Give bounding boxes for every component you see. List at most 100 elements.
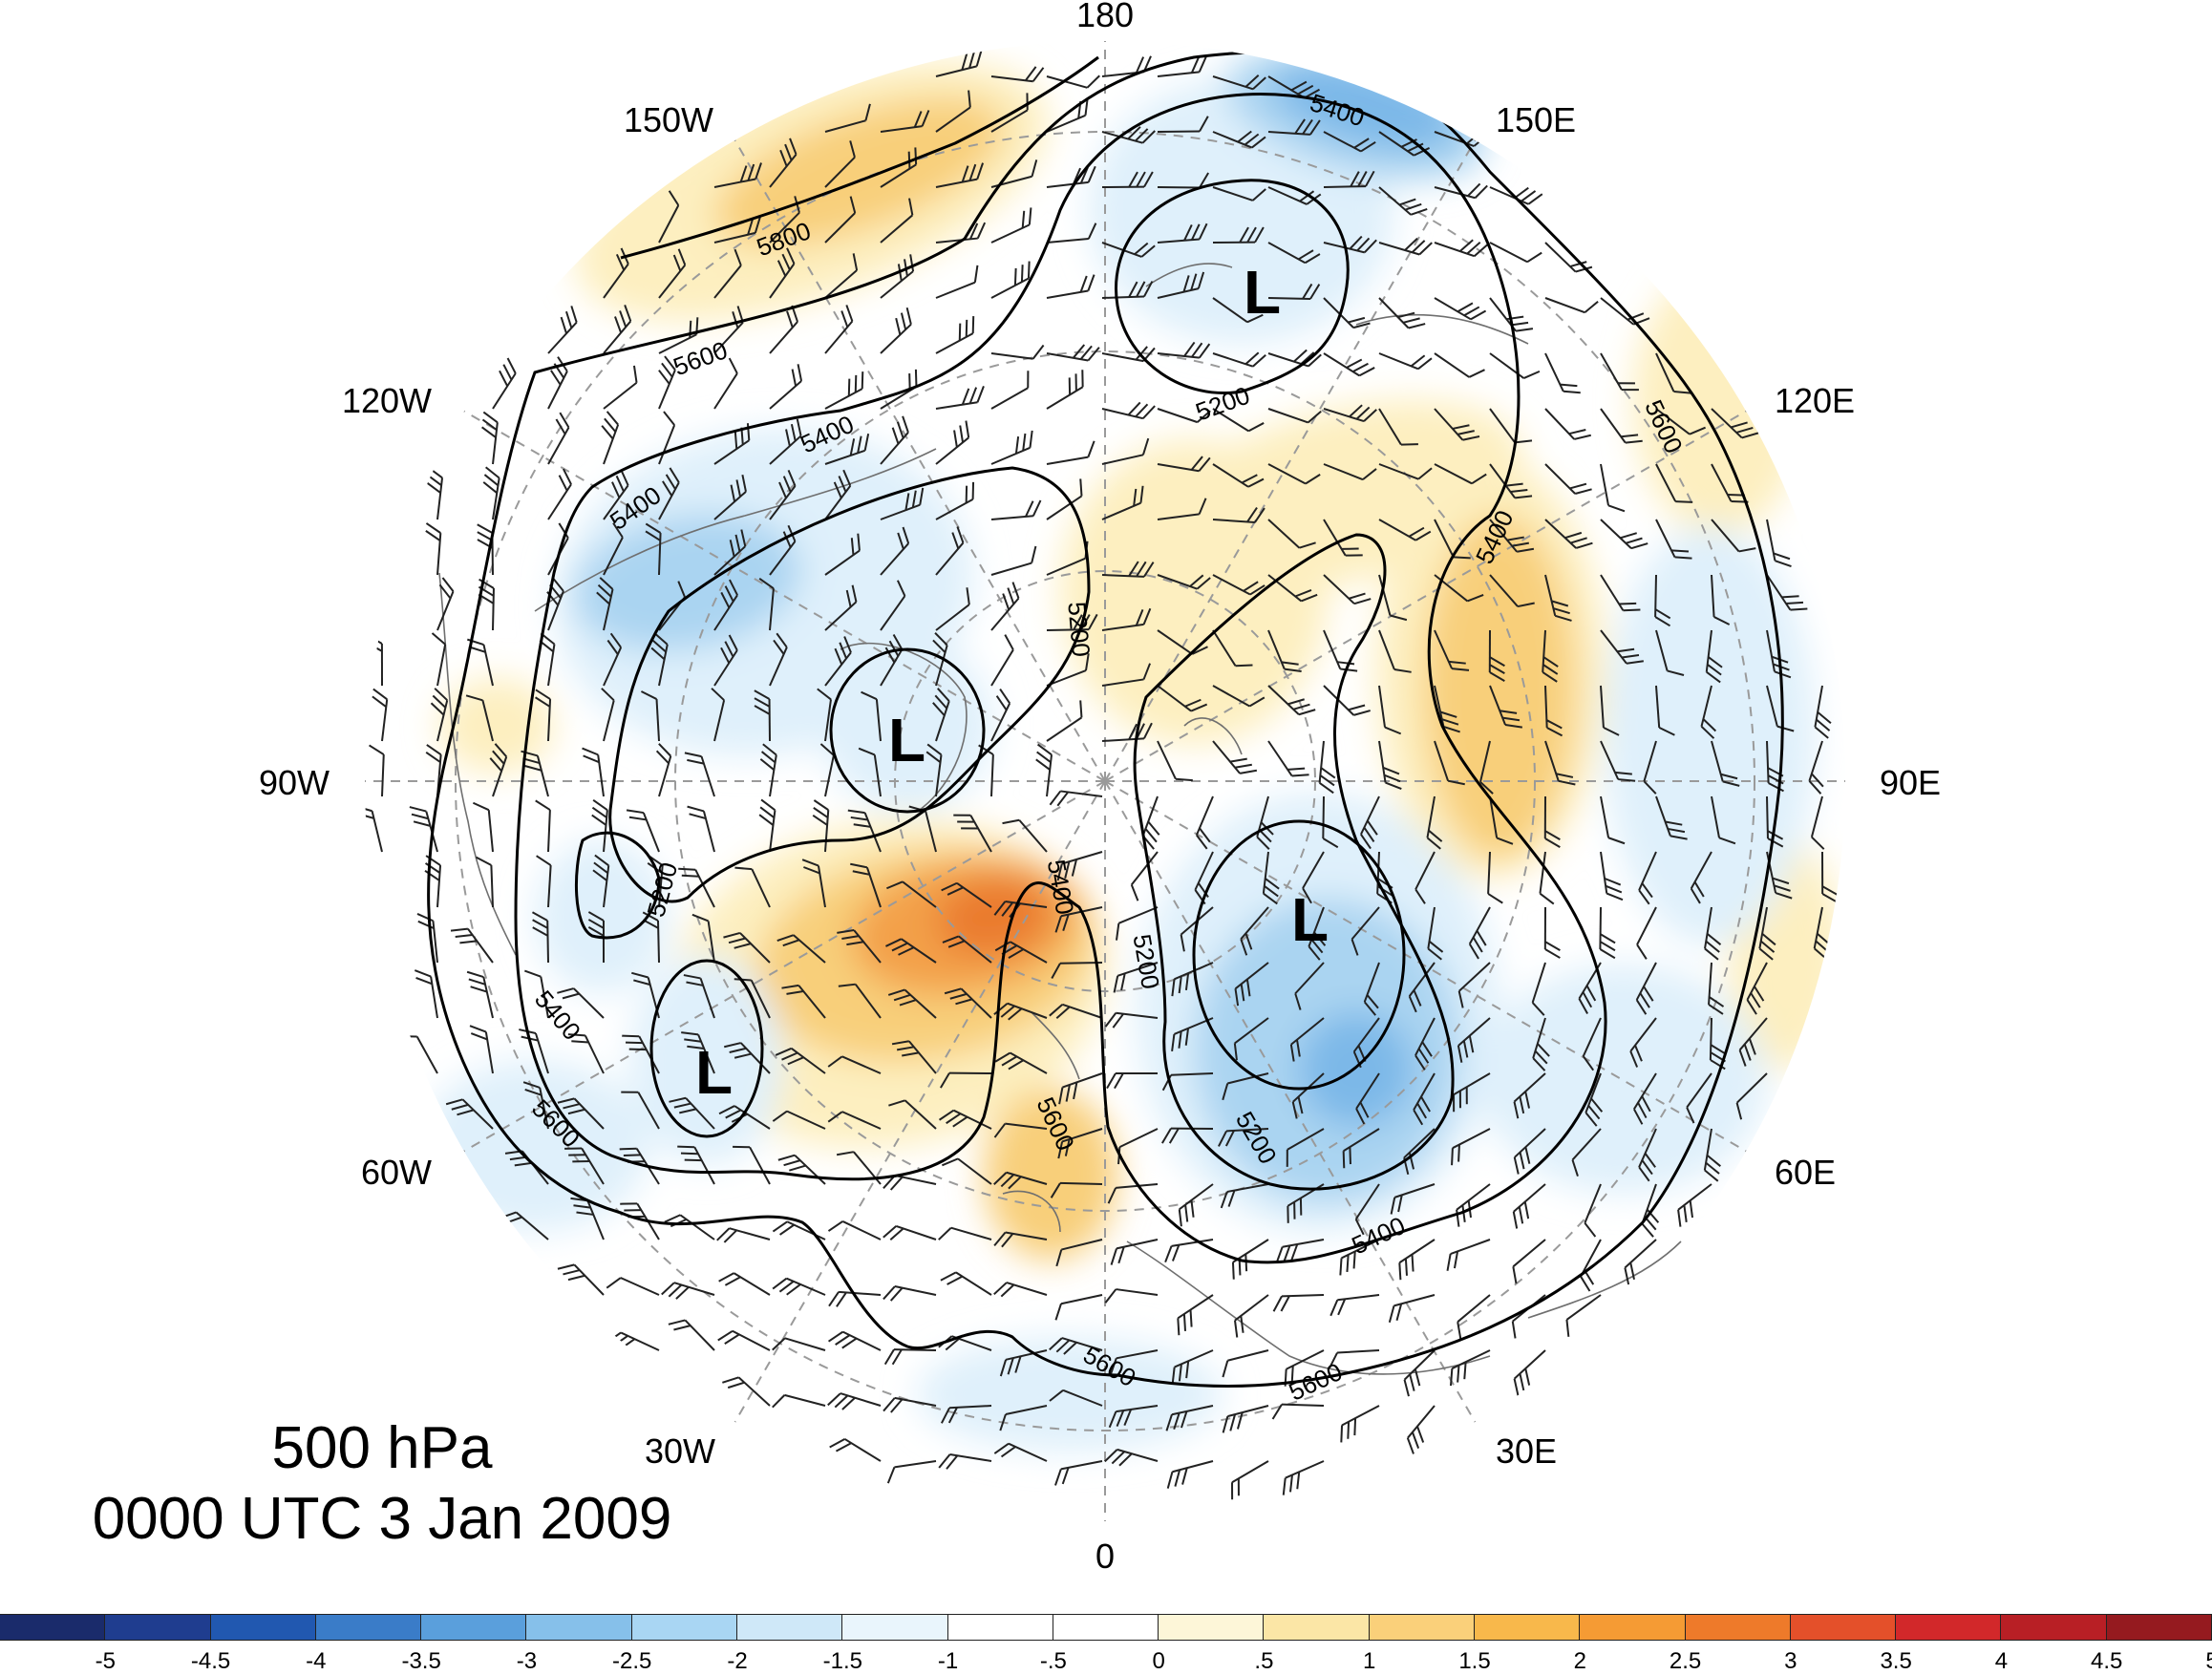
wind-barb-feather xyxy=(1354,1418,1355,1435)
wind-barb-feather xyxy=(916,370,917,387)
colorbar-tick-label: 3.5 xyxy=(1880,1648,1911,1675)
colorbar-tick-label: 4 xyxy=(1995,1648,2008,1675)
colorbar-swatch xyxy=(316,1614,421,1641)
wind-barb-feather xyxy=(1675,557,1692,558)
colorbar-swatch xyxy=(0,1614,105,1641)
wind-barb-feather xyxy=(1399,1262,1400,1280)
wind-barb-feather xyxy=(1344,1151,1345,1168)
wind-barb-feather xyxy=(620,1149,637,1150)
colorbar-tick-label: .5 xyxy=(1254,1648,1273,1675)
wind-barb-feather xyxy=(748,423,749,440)
lon-label-90w: 90W xyxy=(259,763,330,802)
wind-barb-feather xyxy=(849,379,850,396)
colorbar-tick-label: 1 xyxy=(1363,1648,1375,1675)
colorbar-tick-label: -2.5 xyxy=(612,1648,651,1675)
lon-label-60w: 60W xyxy=(361,1153,432,1192)
colorbar-tick-label: -3.5 xyxy=(401,1648,440,1675)
lon-label-180: 180 xyxy=(1076,0,1134,34)
wind-barb-feather xyxy=(1464,1362,1465,1379)
wind-barb-feather xyxy=(1671,550,1689,551)
colorbar-tick-label: -1 xyxy=(938,1648,958,1675)
colorbar-swatch xyxy=(526,1614,631,1641)
wind-barb-feather xyxy=(735,432,736,449)
wind-barb-feather xyxy=(967,320,968,337)
wind-barb-feather xyxy=(624,1155,641,1156)
wind-barb-feather xyxy=(1454,557,1471,558)
wind-barb-staff xyxy=(547,921,548,963)
contour-label-5200: 5200 xyxy=(1062,601,1095,658)
colorbar-tick-label: -5 xyxy=(96,1648,116,1675)
anomaly-patch xyxy=(1480,965,1767,1194)
lon-label-120e: 120E xyxy=(1775,381,1855,420)
wind-barb-feather xyxy=(1348,1422,1349,1439)
wind-barb-staff xyxy=(1282,1405,1324,1406)
colorbar-swatch xyxy=(1264,1614,1369,1641)
wind-barb-staff xyxy=(1767,796,1768,838)
colorbar-swatch xyxy=(1791,1614,1896,1641)
low-center-siberia: L xyxy=(1291,885,1329,954)
colorbar-swatch xyxy=(1370,1614,1475,1641)
colorbar-tick-label: -4 xyxy=(306,1648,326,1675)
colorbar-tick-label: 3 xyxy=(1784,1648,1797,1675)
wind-barb-feather xyxy=(1350,1147,1351,1164)
wind-barb-feather xyxy=(1015,268,1016,286)
wind-barb-feather xyxy=(1080,700,1081,717)
wind-barb-feather xyxy=(1675,501,1692,502)
wind-barb-feather xyxy=(622,1036,639,1037)
wind-barb-feather xyxy=(1178,1318,1179,1335)
lon-label-90e: 90E xyxy=(1880,763,1941,802)
anomaly-patch xyxy=(1060,439,1328,745)
wind-barb-feather xyxy=(1191,1310,1192,1327)
colorbar-swatch xyxy=(1686,1614,1791,1641)
wind-barb-feather xyxy=(677,1147,694,1148)
wind-barb-feather xyxy=(1340,1258,1341,1275)
low-center-pacific: L xyxy=(1244,258,1281,327)
wind-barb-feather xyxy=(960,324,961,341)
colorbar-swatch xyxy=(105,1614,210,1641)
wind-barb-feather xyxy=(1022,265,1023,282)
wind-barb-feather xyxy=(1347,1255,1348,1272)
colorbar-tick-label: -.5 xyxy=(1040,1648,1067,1675)
colorbar-tick-label: -1.5 xyxy=(823,1648,862,1675)
wind-barb-feather xyxy=(1245,1254,1246,1271)
colorbar-swatch xyxy=(211,1614,316,1641)
colorbar-swatch xyxy=(842,1614,947,1641)
colorbar-swatch xyxy=(1053,1614,1159,1641)
wind-barb-feather xyxy=(1786,603,1803,604)
wind-barb-staff xyxy=(1324,186,1366,187)
wind-barb-staff xyxy=(1323,796,1324,838)
wind-barb-feather xyxy=(1233,1262,1234,1280)
wind-barb-feather xyxy=(862,371,863,389)
lon-label-60e: 60E xyxy=(1775,1153,1836,1192)
colorbar-tick-label: 2 xyxy=(1574,1648,1586,1675)
wind-barb-feather xyxy=(1184,1314,1185,1331)
low-center-canada: L xyxy=(888,706,925,774)
wind-barb-feather xyxy=(1354,1251,1355,1268)
anomaly-patch xyxy=(917,1337,1223,1452)
lon-label-150e: 150E xyxy=(1496,100,1576,139)
colorbar-swatch xyxy=(1159,1614,1264,1641)
wind-barb-feather xyxy=(1413,1255,1414,1272)
wind-barb-staff xyxy=(1158,131,1200,132)
colorbar-swatch xyxy=(1475,1614,1580,1641)
low-center-atlantic: L xyxy=(695,1038,733,1107)
lon-label-120w: 120W xyxy=(342,381,432,420)
colorbar-tick-label: 5 xyxy=(2205,1648,2212,1675)
polar-map: 5800 5600 5400 5400 5400 5200 5200 5600 … xyxy=(0,0,2212,1614)
wind-barb-feather xyxy=(1406,1259,1407,1276)
colorbar-swatch xyxy=(737,1614,842,1641)
wind-barb-feather xyxy=(1451,1368,1452,1386)
wind-barb-feather xyxy=(682,876,699,877)
valid-time-title: 0000 UTC 3 Jan 2009 xyxy=(38,1484,726,1555)
colorbar-swatch xyxy=(1580,1614,1685,1641)
colorbar-swatch xyxy=(632,1614,737,1641)
level-title: 500 hPa xyxy=(38,1413,726,1484)
colorbar-tick-label: 4.5 xyxy=(2091,1648,2122,1675)
lon-label-150w: 150W xyxy=(624,100,713,139)
wind-barb-feather xyxy=(1292,774,1309,775)
colorbar-swatch xyxy=(948,1614,1053,1641)
colorbar-swatch xyxy=(2107,1614,2212,1641)
colorbar-tick-label: 0 xyxy=(1152,1648,1164,1675)
colorbar-tick-label: 2.5 xyxy=(1670,1648,1701,1675)
